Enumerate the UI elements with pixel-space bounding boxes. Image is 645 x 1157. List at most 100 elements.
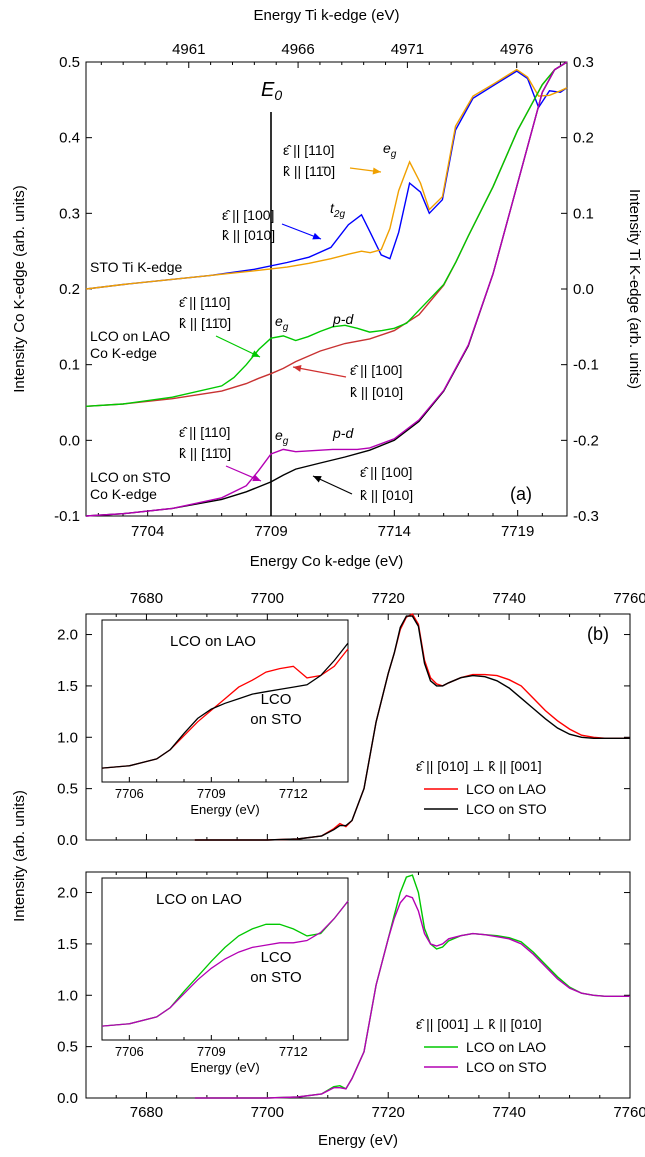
ytick-left-label: 0.1 (59, 357, 80, 374)
ytick-left-label: 0.4 (59, 130, 80, 147)
label-blue-eps: ε̂ || [100] (222, 207, 274, 223)
label-t2g-sub: 2g (333, 209, 346, 220)
panel-b-xtick-bottom-label: 7740 (492, 1104, 525, 1121)
label-green-k: k̂ || [11̄0] (179, 315, 231, 331)
arrow-green-head (251, 350, 260, 357)
inset-label-sto-1: LCO (261, 949, 292, 966)
e0-label: E0 (261, 79, 282, 103)
legend-label: LCO on STO (466, 1059, 547, 1075)
legend-label: LCO on LAO (466, 781, 546, 797)
panel-b-ytick-label: 2.0 (57, 627, 78, 644)
xtick-bottom-label: 7719 (501, 523, 534, 540)
inset-line-1 (101, 900, 349, 1027)
x-axis-top-title: Energy Ti k-edge (eV) (254, 7, 400, 24)
label-lco-lao-kedge: Co K-edge (90, 345, 157, 361)
xtick-top-label: 4961 (172, 41, 205, 58)
inset-xtick-label: 7712 (279, 1044, 308, 1059)
label-black-k: k̂ || [010] (360, 487, 413, 503)
label-t2g: t2g (330, 200, 345, 220)
panel-b-xtick-bottom-label: 7700 (251, 1104, 284, 1121)
inset-frame (101, 619, 349, 783)
inset-xtick-label: 7709 (197, 1044, 226, 1059)
xtick-bottom-label: 7704 (131, 523, 164, 540)
label-eg-lao-main: e (275, 313, 283, 329)
ytick-left-label: 0.3 (59, 205, 80, 222)
ytick-right-label: 0.2 (573, 130, 594, 147)
label-orange-eps: ε̂ || [110] (283, 142, 334, 158)
legend-label: LCO on STO (466, 801, 547, 817)
arrow-black-head (313, 476, 322, 483)
label-eg-sto-sub: g (283, 436, 289, 447)
ytick-left-label: 0.0 (59, 432, 80, 449)
arrow-orange-head (372, 167, 381, 175)
panel-b-ytick-label: 1.5 (57, 678, 78, 695)
series-line-a-2 (85, 61, 568, 407)
panel-b-ytick-label: 0.5 (57, 781, 78, 798)
panel-b-xtick-top-label: 7760 (613, 590, 645, 607)
series-line-a-1 (85, 68, 568, 290)
label-eg-lao-sub: g (283, 322, 289, 333)
y-axis-right-title: Intensity Ti K-edge (arb. units) (626, 189, 643, 389)
series-line-b2-1 (194, 894, 630, 1099)
series-line-a-0 (85, 70, 568, 290)
inset-label-sto-2: on STO (250, 969, 301, 986)
ytick-right-label: -0.2 (573, 432, 599, 449)
inset-label-lao: LCO on LAO (156, 891, 242, 908)
ytick-left-label: -0.1 (54, 508, 80, 525)
ytick-right-label: 0.1 (573, 205, 594, 222)
label-t2g-main: t (330, 200, 335, 216)
panel-b-xlabel: Energy (eV) (318, 1132, 398, 1149)
panel-b-label: (b) (587, 624, 609, 644)
panel-b-xtick-bottom-label: 7680 (130, 1104, 163, 1121)
label-black-eps: ε̂ || [100] (360, 464, 412, 480)
x-axis-bottom-title: Energy Co k-edge (eV) (250, 553, 403, 570)
xtick-bottom-label: 7714 (378, 523, 411, 540)
inset-xtick-label: 7709 (197, 786, 226, 801)
panel-b-ylabel: Intensity (arb. units) (11, 790, 28, 922)
label-blue-k: k̂ || [010] (222, 227, 275, 243)
xtick-bottom-label: 7709 (254, 523, 287, 540)
inset-line-1 (101, 642, 349, 769)
arrow-red-head (293, 365, 302, 372)
legend-title: ε̂ || [001] ⊥ k̂ || [010] (416, 1016, 542, 1032)
panel-b-ytick-label: 0.0 (57, 1090, 78, 1107)
label-lco-sto: LCO on STO (90, 469, 171, 485)
ytick-left-label: 0.2 (59, 281, 80, 298)
inset-xtick-label: 7706 (115, 786, 144, 801)
label-eg-ti-main: e (383, 140, 391, 156)
panel-b-xtick-top-label: 7700 (251, 590, 284, 607)
panel-b-xtick-top-label: 7720 (372, 590, 405, 607)
series-line-b1-1 (194, 615, 630, 841)
ytick-left-label: 0.5 (59, 54, 80, 71)
label-pd-sto: p-d (332, 425, 354, 441)
e0-label-sub: 0 (274, 87, 282, 103)
inset-xtick-label: 7706 (115, 1044, 144, 1059)
xtick-top-label: 4971 (391, 41, 424, 58)
label-green-eps: ε̂ || [110] (179, 294, 230, 310)
panel-a-frame (85, 61, 568, 517)
arrow-magenta-head (252, 474, 261, 482)
inset-xlabel: Energy (eV) (190, 1060, 259, 1075)
inset-label-sto-2: on STO (250, 711, 301, 728)
inset-xlabel: Energy (eV) (190, 802, 259, 817)
panel-b-ytick-label: 2.0 (57, 885, 78, 902)
ytick-right-label: 0.0 (573, 281, 594, 298)
series-line-a-5 (85, 61, 568, 517)
series-line-a-3 (85, 61, 568, 407)
xtick-top-label: 4976 (500, 41, 533, 58)
inset-xtick-label: 7712 (279, 786, 308, 801)
series-line-a-4 (85, 61, 568, 517)
panel-b-ytick-label: 1.0 (57, 987, 78, 1004)
e0-label-main: E (261, 79, 275, 101)
inset-label-sto-1: LCO (261, 691, 292, 708)
panel-b-ytick-label: 0.0 (57, 832, 78, 849)
label-lco-lao: LCO on LAO (90, 328, 170, 344)
panel-b-ytick-label: 0.5 (57, 1039, 78, 1056)
legend-label: LCO on LAO (466, 1039, 546, 1055)
label-red-eps: ε̂ || [100] (350, 362, 402, 378)
panel-b-ytick-label: 1.5 (57, 936, 78, 953)
label-eg-ti: eg (383, 140, 397, 160)
arrow-blue-head (312, 232, 321, 240)
xtick-top-label: 4966 (281, 41, 314, 58)
